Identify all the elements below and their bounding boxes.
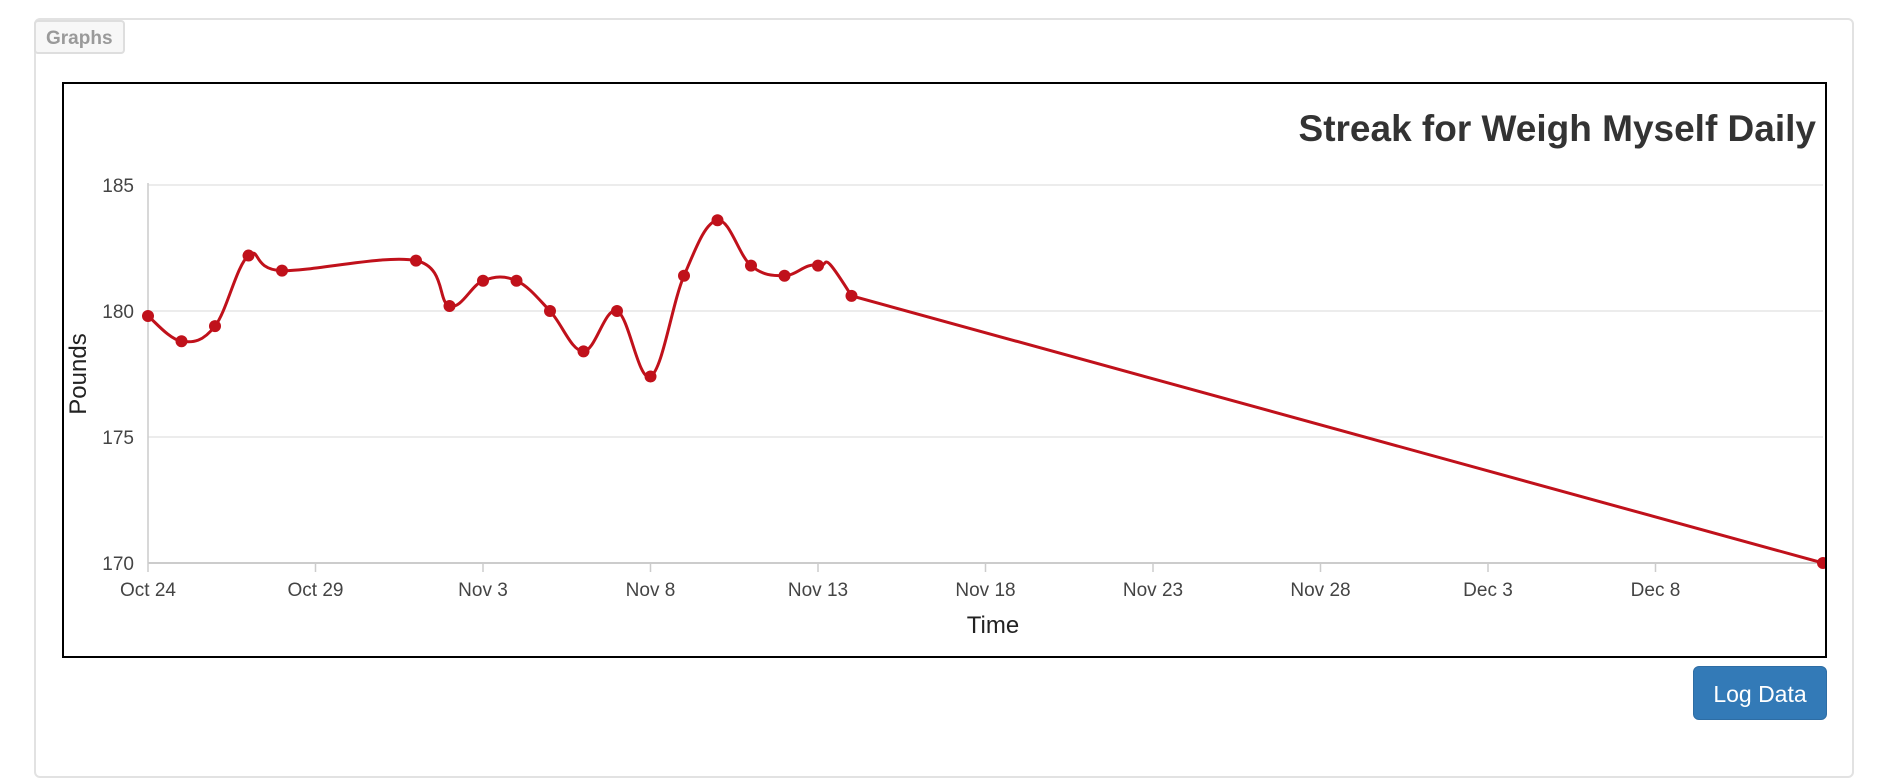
y-tick-label: 180 (102, 302, 134, 323)
data-point[interactable] (678, 269, 690, 282)
data-point[interactable] (711, 214, 724, 227)
y-tick-label: 175 (102, 428, 134, 449)
data-point[interactable] (443, 299, 456, 312)
data-point[interactable] (812, 259, 824, 272)
x-tick-label: Dec 3 (1463, 580, 1513, 601)
data-point[interactable] (845, 289, 858, 302)
x-tick-label: Nov 23 (1123, 580, 1183, 601)
x-tick-label: Nov 13 (788, 580, 848, 601)
point-layer (142, 214, 1825, 569)
weight-line-chart: 170 175 180 185 Oct 24 Oct 29 Nov 3 Nov 8 Nov 13… (65, 108, 1825, 639)
x-tick-label: Nov 8 (626, 580, 676, 601)
y-tick-label: 170 (102, 554, 134, 575)
data-point[interactable] (209, 320, 221, 333)
data-point[interactable] (611, 305, 623, 317)
data-point[interactable] (1817, 557, 1825, 569)
data-point[interactable] (142, 310, 154, 323)
grid-layer (148, 184, 1823, 564)
x-tick-label: Oct 29 (288, 580, 344, 601)
y-axis-label: Pounds (65, 333, 92, 414)
x-tick-label: Nov 28 (1290, 580, 1350, 601)
axis-layer: 170 175 180 185 Oct 24 Oct 29 Nov 3 Nov 8 Nov 13… (102, 176, 1823, 601)
data-point[interactable] (778, 269, 791, 282)
log-data-button[interactable]: Log Data (1693, 666, 1827, 720)
chart-frame: 170 175 180 185 Oct 24 Oct 29 Nov 3 Nov 8 Nov 13… (62, 82, 1827, 658)
x-tick-label: Nov 3 (458, 580, 508, 601)
x-tick-label: Oct 24 (120, 580, 176, 601)
series-line (147, 218, 1824, 565)
x-tick-label: Nov 18 (955, 580, 1015, 601)
chart-title: Streak for Weigh Myself Daily (1299, 108, 1817, 149)
x-axis-label: Time (967, 612, 1019, 639)
x-tick-label: Dec 8 (1631, 580, 1681, 601)
data-point[interactable] (410, 254, 422, 267)
graphs-tab[interactable]: Graphs (34, 20, 125, 54)
data-point[interactable] (510, 274, 523, 287)
y-tick-label: 185 (102, 176, 134, 197)
data-point[interactable] (477, 274, 489, 287)
data-point[interactable] (544, 305, 556, 317)
data-point[interactable] (745, 259, 757, 272)
data-point[interactable] (175, 335, 188, 348)
data-point[interactable] (644, 370, 657, 383)
data-point[interactable] (276, 264, 288, 277)
data-point[interactable] (242, 249, 255, 262)
data-point[interactable] (577, 345, 590, 358)
